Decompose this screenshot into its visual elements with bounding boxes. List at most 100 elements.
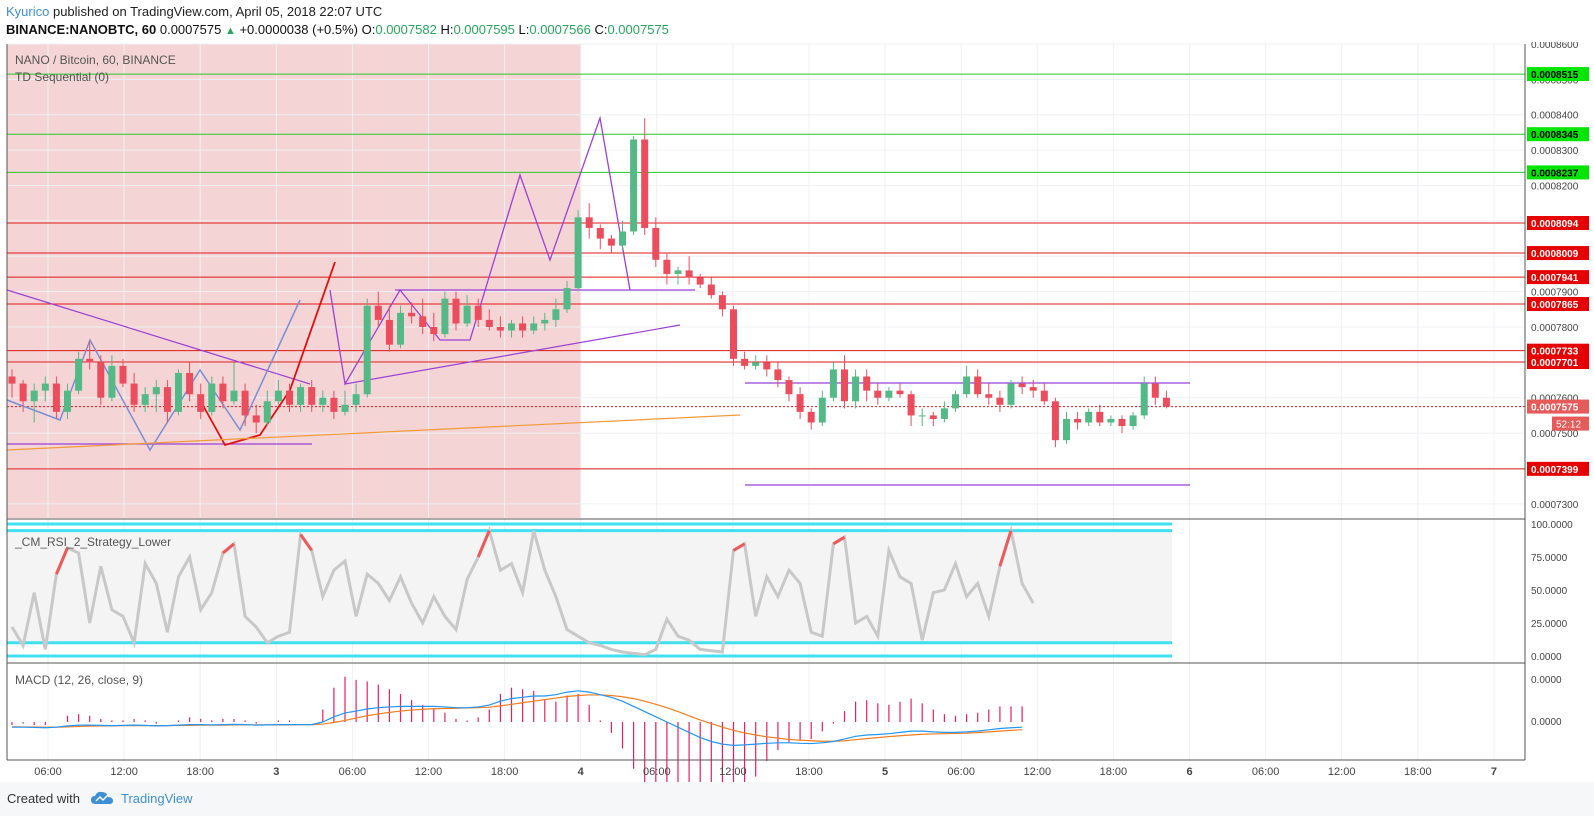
candle-body (874, 390, 882, 398)
candle-body (397, 312, 404, 345)
author-link[interactable]: Kyurico (6, 4, 50, 19)
candles (8, 118, 1170, 448)
candle-body (1007, 383, 1015, 405)
time-tick-label: 18:00 (491, 766, 519, 778)
highlight-zone (7, 44, 581, 518)
candle-body (1107, 418, 1115, 423)
candle-body (274, 390, 282, 402)
wave-pattern-purple (329, 115, 631, 386)
candle-body (1040, 390, 1048, 402)
green-level-label: 0.0008237 (1531, 168, 1579, 179)
candle-body (430, 326, 438, 335)
candle-body (785, 380, 793, 395)
price-tick-label: 0.0008300 (1531, 146, 1579, 157)
time-tick-label: 18:00 (1100, 766, 1128, 778)
time-tick-label: 3 (273, 766, 279, 778)
candle-body (1029, 387, 1037, 391)
red-level-label: 0.0007733 (1531, 347, 1579, 358)
time-tick-label: 12:00 (719, 766, 747, 778)
candle-body (763, 362, 771, 370)
price-tick-label: 0.0008400 (1531, 111, 1579, 122)
candle-body (1063, 418, 1070, 441)
created-with-label: Created with (7, 791, 80, 806)
time-tick-label: 18:00 (1404, 766, 1432, 778)
price-tick-label: 0.0008200 (1531, 181, 1579, 192)
open-label: O: (361, 22, 376, 37)
candle-body (1074, 418, 1082, 423)
time-tick-label: 4 (578, 766, 585, 778)
time-tick-label: 12:00 (1328, 766, 1356, 778)
publish-text: published on TradingView.com, April 05, … (49, 4, 383, 19)
current-price-label: 0.0007575 (1531, 403, 1579, 414)
candle-body (685, 270, 693, 278)
trading-chart[interactable]: 0.00086000.00085000.00084000.00083000.00… (0, 42, 1594, 782)
green-level-badge (1527, 127, 1589, 142)
candle-body (696, 277, 704, 285)
time-tick-label: 06:00 (339, 766, 367, 778)
candle-body (929, 415, 937, 419)
time-tick-label: 6 (1186, 766, 1192, 778)
candle-body (508, 323, 515, 331)
candle-body (308, 387, 316, 405)
candle-body (319, 397, 327, 405)
red-level-badge (1527, 246, 1589, 261)
candle-body (41, 383, 49, 391)
candle-body (108, 365, 116, 398)
candle-body (297, 387, 305, 405)
candle-body (496, 326, 504, 331)
close-value: 0.0007575 (607, 22, 669, 37)
red-level-label: 0.0007941 (1531, 273, 1579, 284)
countdown-label: 52:12 (1556, 420, 1581, 431)
candle-body (474, 305, 482, 320)
candle-body (219, 383, 227, 402)
symbol-info: BINANCE:NANOBTC, 60 0.0007575 ▲ +0.00000… (6, 22, 669, 37)
macd-pane[interactable] (7, 664, 1525, 760)
candle-body (952, 394, 959, 409)
candle-body (152, 387, 160, 395)
candle-body (363, 305, 371, 395)
high-label: H: (440, 22, 454, 37)
candle-body (985, 394, 993, 398)
trendline-rising (344, 324, 681, 385)
rsi-line (10, 524, 1035, 657)
macd-tick-label: 0.0000 (1531, 717, 1562, 728)
candle-body (141, 394, 149, 405)
rsi-tick-label: 0.0000 (1531, 652, 1562, 663)
rsi-overbought-segment (55, 547, 69, 575)
indicator-label: TD Sequential (0) (15, 70, 109, 84)
candle-body (841, 369, 848, 402)
candle-body (241, 390, 249, 416)
candle-body (829, 369, 837, 398)
candle-body (130, 383, 138, 405)
green-level-label: 0.0008345 (1531, 130, 1579, 141)
candle-body (1018, 383, 1026, 388)
candle-body (896, 390, 904, 395)
candle-body (574, 217, 582, 289)
candle-body (1051, 401, 1059, 441)
candle-body (563, 288, 571, 310)
candle-body (75, 358, 83, 391)
rsi-overbought-segment (221, 542, 235, 555)
time-tick-label: 18:00 (795, 766, 823, 778)
candle-body (286, 390, 293, 405)
candle-body (818, 397, 826, 423)
candle-body (852, 376, 860, 402)
candle-body (252, 415, 260, 423)
rsi-overbought-segment (998, 530, 1013, 567)
rsi-tick-label: 50.0000 (1531, 586, 1568, 597)
candle-body (641, 139, 649, 228)
rsi-overbought-segment (732, 542, 746, 552)
rsi-tick-label: 100.0000 (1531, 520, 1573, 531)
tradingview-link[interactable]: TradingView (121, 791, 193, 806)
candle-body (974, 376, 982, 395)
candle-body (8, 376, 16, 384)
macd-line (12, 690, 1023, 747)
candle-body (341, 404, 349, 412)
candle-body (585, 217, 593, 228)
candle-body (530, 323, 538, 331)
candle-body (863, 376, 871, 391)
candle-body (230, 390, 238, 402)
cloud-icon (90, 791, 114, 808)
symbol-name: BINANCE:NANOBTC, 60 (6, 22, 157, 37)
green-level-badge (1527, 67, 1589, 82)
